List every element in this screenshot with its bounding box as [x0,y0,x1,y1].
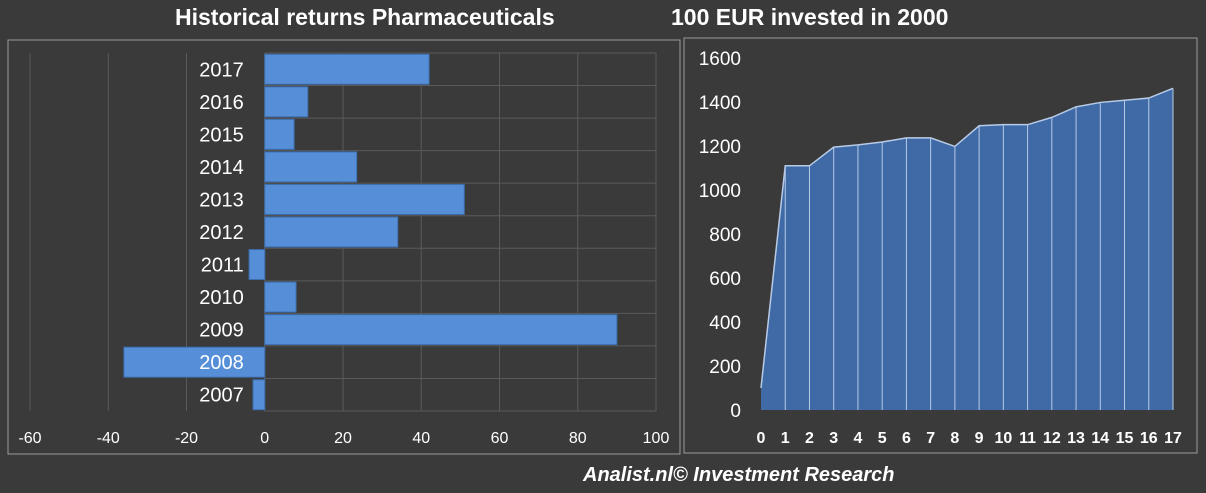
bar-category-label: 2016 [199,92,244,114]
bar-x-tick-label: 100 [643,430,670,447]
bar-category-label: 2012 [199,222,244,244]
bar-2011 [248,249,266,281]
bar-x-tick-label: 60 [491,430,509,447]
area-y-tick-label: 800 [709,225,741,246]
left-panel-frame [7,39,681,455]
bar-2008 [123,346,266,378]
bar-category-label: 2008 [199,352,244,374]
bar-2012 [264,216,399,248]
bar-x-tick-label: 40 [412,430,430,447]
bar-category-label: 2013 [199,189,244,211]
area-line [760,87,1174,389]
chart-title: Historical returns Pharmaceuticals 100 E… [0,4,1206,34]
area-y-tick-label: 1000 [699,181,741,202]
area-x-tick-label: 6 [902,430,911,447]
area-x-tick-label: 8 [950,430,959,447]
area-y-tick-label: 1400 [699,93,741,114]
bar-category-label: 2014 [199,157,244,179]
bar-category-label: 2010 [199,287,244,309]
right-panel-frame [683,37,1198,454]
bar-category-label: 2017 [199,59,244,81]
title-right: 100 EUR invested in 2000 [671,4,949,30]
area-fill [761,88,1173,411]
bar-category-label: 2011 [201,255,244,277]
area-x-tick-label: 7 [926,430,935,447]
bar-2010 [264,281,297,313]
bar-category-label: 2009 [199,320,244,342]
bar-category-label: 2015 [199,124,244,146]
title-left: Historical returns Pharmaceuticals [175,4,555,30]
area-y-tick-label: 200 [709,357,741,378]
area-y-tick-label: 400 [709,313,741,334]
bar-2009 [264,314,618,346]
area-x-tick-label: 5 [878,430,887,447]
bar-x-tick-label: -60 [18,430,41,447]
bar-2017 [264,53,430,85]
bar-x-tick-label: 80 [569,430,587,447]
area-x-tick-label: 13 [1067,430,1085,447]
bar-x-tick-label: -40 [97,430,120,447]
area-x-tick-label: 4 [853,430,862,447]
area-x-tick-label: 1 [781,430,790,447]
area-x-tick-label: 16 [1140,430,1158,447]
bar-2013 [264,183,465,215]
bar-x-tick-label: 0 [260,430,269,447]
bar-2014 [264,151,358,183]
area-y-tick-label: 1600 [699,49,741,70]
area-x-tick-label: 9 [975,430,984,447]
area-y-tick-label: 600 [709,269,741,290]
area-x-tick-label: 2 [805,430,814,447]
bar-category-label: 2007 [199,385,244,407]
footer-credit: Analist.nl© Investment Research [583,464,895,486]
returns-bar-chart: 2017201620152014201320122011201020092008… [18,52,670,447]
area-x-tick-label: 14 [1091,430,1109,447]
bar-x-tick-label: -20 [175,430,198,447]
bar-2016 [264,86,309,118]
bar-2015 [264,118,295,150]
bar-2007 [252,379,266,411]
area-x-tick-label: 15 [1116,430,1134,447]
area-y-tick-label: 0 [730,401,741,422]
area-x-tick-label: 11 [1019,430,1036,447]
area-x-tick-label: 17 [1164,430,1182,447]
area-y-tick-label: 1200 [699,137,741,158]
bar-x-tick-label: 20 [334,430,352,447]
area-x-tick-label: 0 [757,430,766,447]
area-x-tick-label: 3 [829,430,838,447]
area-x-tick-label: 10 [994,430,1012,447]
area-x-tick-label: 12 [1043,430,1061,447]
